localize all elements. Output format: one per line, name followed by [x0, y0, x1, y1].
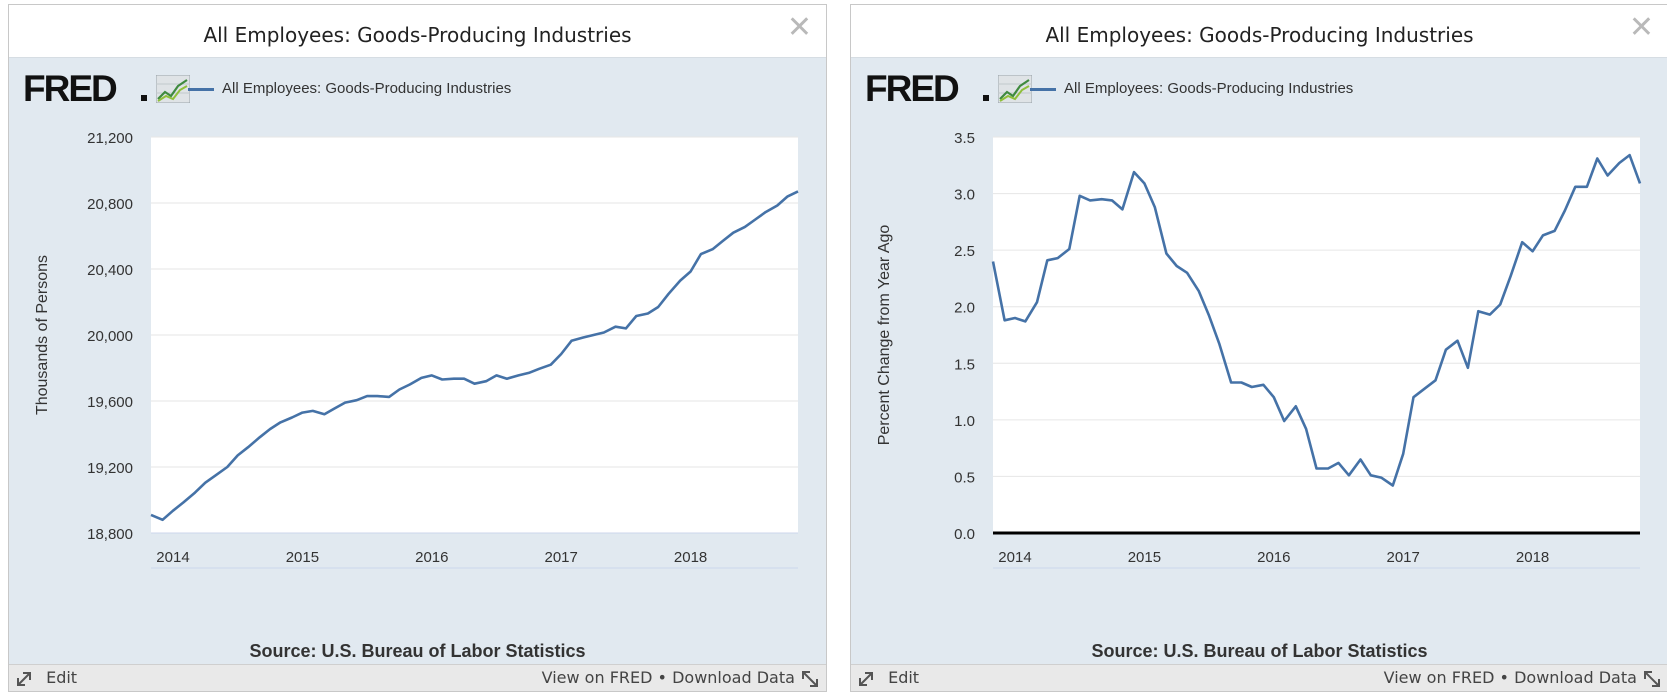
- footer-separator: •: [657, 668, 667, 687]
- x-tick-label: 2016: [1257, 549, 1290, 566]
- fred-logo-dot: [141, 95, 147, 101]
- y-tick-label: 20,000: [87, 328, 133, 345]
- fred-logo-dot: [983, 95, 989, 101]
- x-tick-label: 2016: [415, 549, 448, 566]
- y-tick-label: 1.0: [954, 413, 975, 430]
- panel-titlebar: All Employees: Goods-Producing Industrie…: [851, 5, 1667, 58]
- download-data-link[interactable]: Download Data: [1514, 668, 1637, 687]
- legend-swatch: [1030, 88, 1056, 91]
- x-tick-label: 2015: [286, 549, 319, 566]
- chart-panel-right: All Employees: Goods-Producing Industrie…: [850, 4, 1667, 692]
- download-data-link[interactable]: Download Data: [672, 668, 795, 687]
- edit-label: Edit: [888, 668, 920, 687]
- y-tick-label: 0.0: [954, 526, 975, 543]
- x-tick-label: 2018: [1516, 549, 1549, 566]
- x-tick-label: 2015: [1128, 549, 1161, 566]
- y-tick-label: 3.5: [954, 130, 975, 147]
- legend-swatch: [188, 88, 214, 91]
- plot-area: [993, 137, 1640, 533]
- fred-chart-icon: [156, 75, 190, 103]
- resize-icon[interactable]: [1642, 670, 1662, 688]
- footer-separator: •: [1499, 668, 1509, 687]
- fred-logo-text: FRED: [23, 68, 118, 109]
- y-axis-label: Percent Change from Year Ago: [876, 225, 893, 446]
- resize-icon[interactable]: [800, 670, 820, 688]
- panel-footer: Edit View on FRED • Download Data: [851, 664, 1667, 691]
- footer-links: View on FRED • Download Data: [1384, 668, 1662, 688]
- x-tick-label: 2017: [545, 549, 578, 566]
- edit-button[interactable]: Edit: [857, 668, 919, 688]
- fred-logo-text: FRED: [865, 68, 960, 109]
- y-tick-label: 19,600: [87, 394, 133, 411]
- source-note: Source: U.S. Bureau of Labor Statistics: [1091, 641, 1428, 661]
- legend-label: All Employees: Goods-Producing Industrie…: [222, 80, 512, 97]
- chart-left[interactable]: 18,800 19,200 19,600 20,000 20,400 20,800 21,2…: [9, 115, 826, 625]
- y-tick-label: 2.0: [954, 300, 975, 317]
- panel-footer: Edit View on FRED • Download Data: [9, 664, 826, 691]
- y-tick-label: 1.5: [954, 356, 975, 373]
- view-on-fred-link[interactable]: View on FRED: [541, 668, 653, 687]
- series-line: [991, 153, 1642, 487]
- y-tick-label: 20,400: [87, 262, 133, 279]
- y-tick-label: 18,800: [87, 526, 133, 543]
- panel-title: All Employees: Goods-Producing Industrie…: [1045, 23, 1474, 47]
- source-note: Source: U.S. Bureau of Labor Statistics: [249, 641, 586, 661]
- chart-panel-left: All Employees: Goods-Producing Industrie…: [8, 4, 827, 692]
- footer-links: View on FRED • Download Data: [542, 668, 820, 688]
- panel-title: All Employees: Goods-Producing Industrie…: [203, 23, 632, 47]
- edit-label: Edit: [46, 668, 78, 687]
- view-on-fred-link[interactable]: View on FRED: [1383, 668, 1495, 687]
- y-tick-label: 19,200: [87, 460, 133, 477]
- x-tick-label: 2014: [998, 549, 1031, 566]
- edit-button[interactable]: Edit: [15, 668, 77, 688]
- close-icon[interactable]: ✕: [1628, 10, 1654, 45]
- panel-titlebar: All Employees: Goods-Producing Industrie…: [9, 5, 826, 58]
- expand-diagonal-icon: [17, 671, 31, 686]
- chart-right[interactable]: 0.0 0.5 1.0 1.5 2.0 2.5 3.0 3.5 2014 2015 2016 2017…: [851, 115, 1667, 625]
- y-tick-label: 2.5: [954, 243, 975, 260]
- x-tick-label: 2018: [674, 549, 707, 566]
- y-tick-label: 0.5: [954, 469, 975, 486]
- y-tick-label: 3.0: [954, 187, 975, 204]
- y-tick-label: 20,800: [87, 196, 133, 213]
- y-axis-label: Thousands of Persons: [34, 255, 51, 415]
- series-line: [150, 190, 799, 522]
- expand-diagonal-icon: [859, 671, 873, 686]
- fred-chart-icon: [998, 75, 1032, 103]
- legend-label: All Employees: Goods-Producing Industrie…: [1064, 80, 1354, 97]
- y-tick-label: 21,200: [87, 130, 133, 147]
- x-tick-label: 2014: [156, 549, 189, 566]
- x-tick-label: 2017: [1387, 549, 1420, 566]
- close-icon[interactable]: ✕: [786, 10, 812, 45]
